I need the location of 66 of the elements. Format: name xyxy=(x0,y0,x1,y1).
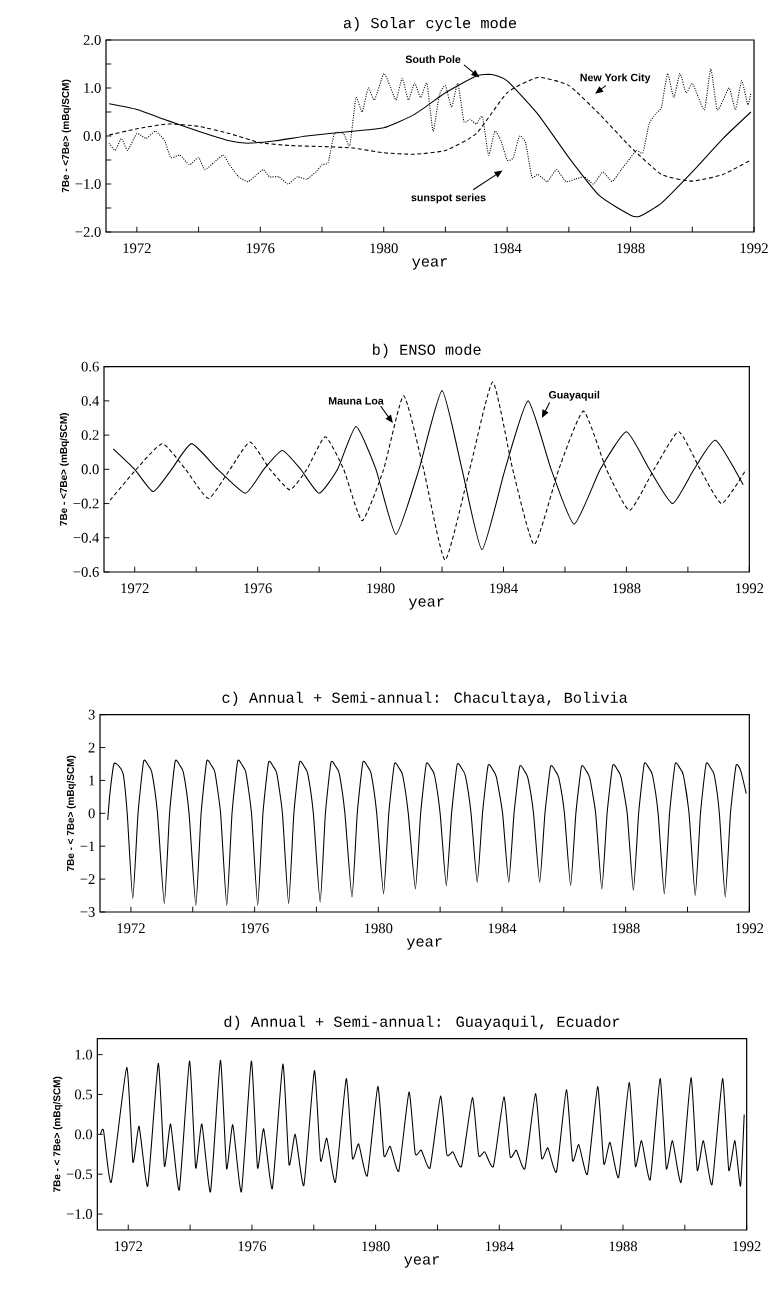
chart-title: c) Annual + Semi-annual: Chacultaya, Bolivia xyxy=(222,691,628,706)
y-tick-label: 0.2 xyxy=(81,430,99,441)
x-tick-label: 1972 xyxy=(123,243,151,254)
x-tick-label: 1992 xyxy=(736,583,764,594)
y-axis-title: 7Be - <7Be> (mBq/SCM) xyxy=(61,79,71,193)
x-tick-label: 1992 xyxy=(733,1241,761,1252)
x-tick-label: 1988 xyxy=(612,923,640,934)
chart-title: b) ENSO mode xyxy=(373,343,481,358)
y-tick-label: −2.0 xyxy=(75,227,101,237)
series-label: South Pole xyxy=(405,55,461,64)
chart-title: a) Solar cycle mode xyxy=(343,17,517,32)
x-tick-label: 1976 xyxy=(241,923,269,934)
x-axis-title: year xyxy=(404,1256,439,1268)
x-tick-label: 1984 xyxy=(493,243,522,254)
y-tick-label: −3 xyxy=(80,907,95,917)
x-tick-label: 1984 xyxy=(488,923,517,934)
x-tick-label: 1984 xyxy=(490,583,518,594)
series-label: New York City xyxy=(580,73,651,84)
x-axis-title: year xyxy=(406,938,442,950)
x-tick-label: 1980 xyxy=(370,243,398,254)
y-tick-label: −0.4 xyxy=(73,532,100,543)
x-tick-label: 1992 xyxy=(736,923,764,934)
y-tick-label: −0.2 xyxy=(73,498,99,509)
y-tick-label: 0.0 xyxy=(83,131,101,141)
legend-label: sunspot series xyxy=(411,193,486,204)
y-axis-title: 7Be - <7Be> (mBq/SCM) xyxy=(59,413,69,526)
y-tick-label: 0.0 xyxy=(81,464,99,475)
y-tick-label: 0.5 xyxy=(74,1089,93,1100)
x-axis-title: year xyxy=(412,258,447,270)
series-label: Mauna Loa xyxy=(328,397,384,405)
y-axis-title: 7Be - < 7Be> (mBq/SCM) xyxy=(66,755,76,872)
x-tick-label: 1988 xyxy=(609,1241,638,1252)
series-label: Guayaquil xyxy=(548,390,600,401)
x-tick-label: 1984 xyxy=(485,1241,514,1252)
y-tick-label: −2 xyxy=(80,874,95,884)
line-series xyxy=(107,760,747,906)
y-tick-label: 1 xyxy=(89,775,95,786)
y-tick-label: −0.6 xyxy=(73,567,99,577)
y-tick-label: 0.4 xyxy=(81,395,100,406)
y-tick-label: −1.0 xyxy=(75,179,101,189)
y-tick-label: 0.0 xyxy=(74,1129,93,1140)
x-tick-label: 1980 xyxy=(367,583,395,594)
y-tick-label: 3 xyxy=(88,709,95,720)
y-tick-label: 0 xyxy=(88,808,95,819)
x-tick-label: 1976 xyxy=(244,583,272,594)
y-tick-label: 1.0 xyxy=(84,83,101,93)
x-tick-label: 1976 xyxy=(246,243,275,254)
y-tick-label: 2.0 xyxy=(83,35,101,45)
y-tick-label: −0.5 xyxy=(66,1169,93,1180)
x-tick-label: 1972 xyxy=(114,1241,143,1252)
x-tick-label: 1988 xyxy=(613,583,641,594)
x-axis-title: year xyxy=(408,598,444,610)
y-tick-label: 1.0 xyxy=(75,1049,93,1060)
y-tick-label: 0.6 xyxy=(81,361,99,372)
x-tick-label: 1992 xyxy=(740,243,768,254)
y-axis-title: 7Be - < 7Be> (mBq/SCM) xyxy=(53,1076,63,1193)
x-tick-label: 1988 xyxy=(617,243,645,254)
y-tick-label: 2 xyxy=(88,742,95,753)
x-tick-label: 1980 xyxy=(364,923,393,934)
x-tick-label: 1972 xyxy=(121,583,149,594)
x-tick-label: 1980 xyxy=(362,1241,390,1252)
chart-title: d) Annual + Semi-annual: Guayaquil, Ecuador xyxy=(224,1015,620,1030)
y-tick-label: −1.0 xyxy=(66,1209,93,1220)
x-tick-label: 1976 xyxy=(238,1241,267,1252)
x-tick-label: 1972 xyxy=(117,923,145,934)
y-tick-label: −1 xyxy=(80,841,95,852)
